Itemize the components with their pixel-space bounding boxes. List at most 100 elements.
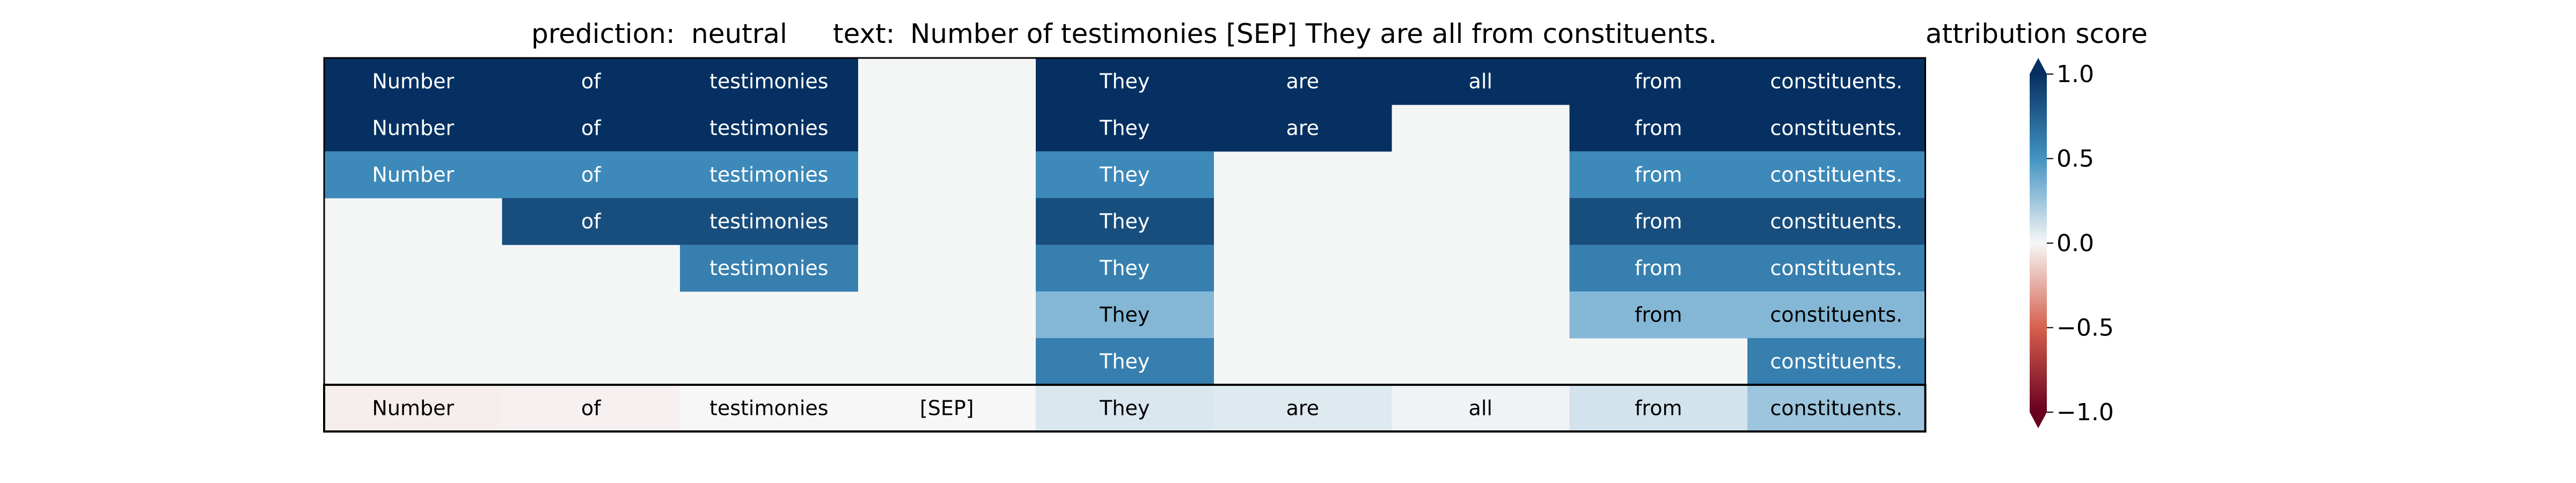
heatmap-cell-label: of [581, 116, 602, 140]
heatmap-cell [1036, 58, 1214, 105]
heatmap-cell [680, 245, 858, 292]
colorbar-tick-label: −1.0 [2057, 399, 2114, 426]
heatmap-cell [1036, 105, 1214, 152]
heatmap-cell-label: testimonies [709, 116, 829, 140]
heatmap-cell-label: of [581, 70, 602, 93]
heatmap-cell-label: constituents. [1770, 210, 1902, 233]
attribution-cell-label: They [1099, 397, 1150, 420]
heatmap-cell [1569, 105, 1748, 152]
attribution-cell-label: are [1286, 397, 1319, 420]
heatmap-cell [1036, 151, 1214, 199]
attribution-cell-label: Number [372, 397, 454, 420]
heatmap-cell-label: They [1099, 70, 1150, 93]
heatmap-cell [1747, 291, 1926, 339]
heatmap-cell [1747, 58, 1926, 105]
heatmap-cell-label: testimonies [709, 70, 829, 93]
heatmap-cell [1569, 245, 1748, 292]
heatmap-cell [324, 58, 502, 105]
heatmap-cell [502, 151, 680, 199]
heatmap-cell [502, 198, 680, 245]
heatmap-cell-label: constituents. [1770, 70, 1902, 93]
heatmap-cell [1747, 338, 1926, 385]
heatmap-cell-label: testimonies [709, 210, 829, 233]
heatmap-cell-label: constituents. [1770, 257, 1902, 280]
heatmap-cell-label: They [1099, 163, 1150, 187]
heatmap-cell-label: from [1635, 163, 1682, 187]
heatmap-cell [1036, 338, 1214, 385]
attribution-cell-label: constituents. [1770, 397, 1902, 420]
heatmap-cell-label: all [1469, 70, 1492, 93]
heatmap-cell-label: of [581, 163, 602, 187]
heatmap-cell-label: from [1635, 257, 1682, 280]
attribution-cell [324, 385, 502, 431]
heatmap-cell [1747, 245, 1926, 292]
colorbar-ticks: 1.0 0.5 0.0 −0.5 −1.0 [2047, 61, 2114, 426]
colorbar-tick-label: −0.5 [2057, 314, 2114, 342]
attribution-cell-label: all [1469, 397, 1492, 420]
heatmap-cell-label: constituents. [1770, 350, 1902, 374]
heatmap-cell [680, 198, 858, 245]
text-value: Number of testimonies [SEP] They are all… [910, 18, 1717, 49]
attribution-cell [1213, 385, 1392, 431]
heatmap-cell-label: Number [372, 163, 454, 187]
heatmap-cell-label: of [581, 210, 602, 233]
colorbar: attribution score 1.0 0.5 0.0 −0.5 −1.0 [1926, 18, 2148, 428]
colorbar-tick-label: 1.0 [2057, 61, 2094, 88]
prediction-value: neutral [691, 18, 787, 49]
attribution-cell [502, 385, 680, 431]
heatmap-cell [680, 151, 858, 199]
heatmap-cell-label: testimonies [709, 163, 829, 187]
heatmap-cell [680, 58, 858, 105]
attribution-cell [680, 385, 858, 431]
attribution-score-row: Number of testimonies [SEP] They are all from co… [323, 384, 1927, 433]
heatmap-cell [502, 105, 680, 152]
heatmap-cell [1036, 245, 1214, 292]
heatmap-cell [1392, 58, 1570, 105]
heatmap-cell [1747, 105, 1926, 152]
text-label: text: [833, 18, 895, 49]
heatmap-cell-label: Number [372, 70, 454, 93]
heatmap-cell-label: from [1635, 210, 1682, 233]
heatmap-cell-label: They [1099, 303, 1150, 327]
attribution-cell-label: from [1635, 397, 1682, 420]
colorbar-gradient [2030, 74, 2047, 412]
colorbar-max-extend [2030, 58, 2047, 74]
attribution-cell [1036, 385, 1214, 431]
attribution-frame [323, 384, 1927, 433]
heatmap-cell-label: constituents. [1770, 163, 1902, 187]
heatmap-cell-label: Number [372, 116, 454, 140]
heatmap-cell [1747, 198, 1926, 245]
heatmap-cell [1569, 151, 1748, 199]
heatmap-cell-label: from [1635, 116, 1682, 140]
heatmap-cell-label: They [1099, 257, 1150, 280]
heatmap-cell [1569, 291, 1748, 339]
heatmap-cell [1569, 198, 1748, 245]
heatmap-cell-label: are [1286, 70, 1319, 93]
figure-title: prediction: neutral text: Number of test… [531, 18, 1717, 49]
colorbar-title: attribution score [1926, 18, 2148, 49]
colorbar-min-extend [2030, 412, 2047, 428]
heatmap-cell-label: from [1635, 70, 1682, 93]
heatmap-cell-label: They [1099, 350, 1150, 374]
heatmap-cell [324, 105, 502, 152]
heatmap-cell-label: They [1099, 116, 1150, 140]
heatmap-cell [1213, 105, 1392, 152]
attribution-cell [858, 385, 1036, 431]
attribution-cell-label: testimonies [709, 397, 829, 420]
heatmap-cell-label: testimonies [709, 257, 829, 280]
heatmap-cell-label: constituents. [1770, 303, 1902, 327]
colorbar-tick-label: 0.0 [2057, 230, 2094, 257]
heatmap-cell [1213, 58, 1392, 105]
heatmap-cell-label: constituents. [1770, 116, 1902, 140]
heatmap-cell [680, 105, 858, 152]
heatmap-cell [1036, 198, 1214, 245]
attribution-cell [1747, 385, 1926, 431]
masked-prediction-heatmap: Number of testimonies They are all from constit… [323, 57, 1926, 386]
attribution-cell-label: [SEP] [920, 397, 974, 420]
attribution-cell [1569, 385, 1748, 431]
heatmap-cell [502, 58, 680, 105]
heatmap-cell [1747, 151, 1926, 199]
attribution-cell [1392, 385, 1570, 431]
heatmap-cell [324, 151, 502, 199]
